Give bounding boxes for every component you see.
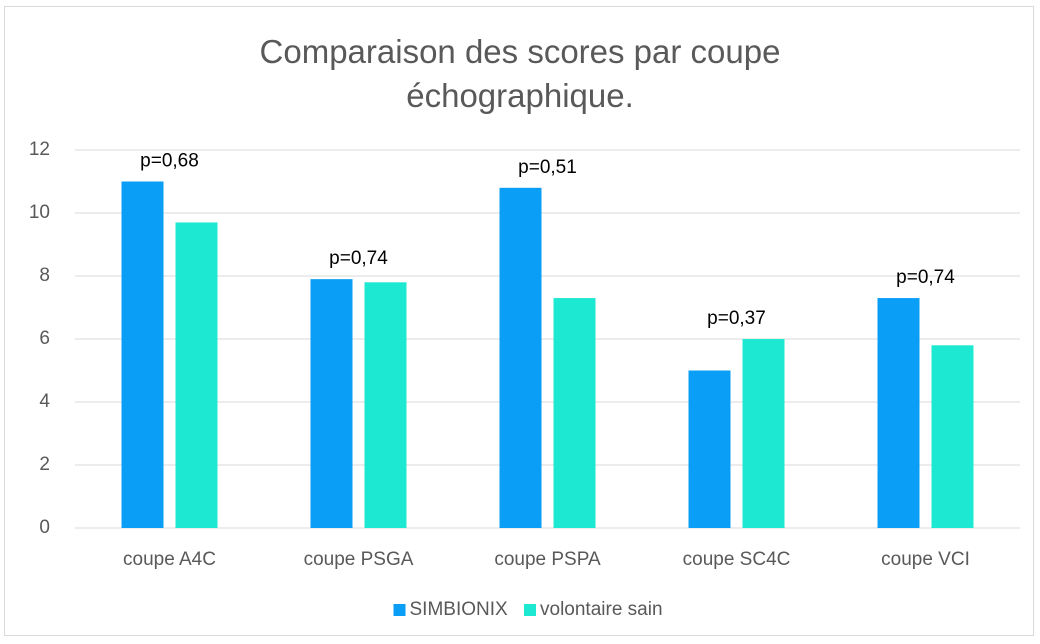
annotation: p=0,68 xyxy=(140,151,199,172)
y-tick-label: 4 xyxy=(39,391,50,412)
bar xyxy=(688,370,731,528)
annotation: p=0,51 xyxy=(518,157,577,178)
legend-label: volontaire sain xyxy=(540,599,663,620)
bar xyxy=(877,298,920,528)
y-tick-label: 2 xyxy=(39,454,50,475)
y-tick-label: 0 xyxy=(39,517,50,538)
x-tick-label: coupe VCI xyxy=(881,549,970,570)
bar xyxy=(364,282,407,528)
y-tick-label: 10 xyxy=(29,202,50,223)
bar xyxy=(175,222,218,528)
y-tick-label: 12 xyxy=(29,139,50,160)
chart-frame xyxy=(4,6,1034,636)
bar xyxy=(310,279,353,528)
x-tick-label: coupe SC4C xyxy=(683,549,791,570)
bar xyxy=(553,298,596,528)
y-tick-label: 6 xyxy=(39,328,50,349)
y-tick-label: 8 xyxy=(39,265,50,286)
annotation: p=0,74 xyxy=(329,248,388,269)
legend-label: SIMBIONIX xyxy=(410,599,509,620)
x-tick-label: coupe PSGA xyxy=(304,549,414,570)
annotation: p=0,37 xyxy=(707,308,766,329)
annotation: p=0,74 xyxy=(896,267,955,288)
bar xyxy=(121,181,164,528)
bar xyxy=(931,345,974,528)
chart-title: Comparaison des scores par coupe échogra… xyxy=(259,33,781,114)
x-tick-label: coupe PSPA xyxy=(494,549,601,570)
legend-swatch xyxy=(393,604,406,616)
x-tick-label: coupe A4C xyxy=(123,549,216,570)
bar xyxy=(742,339,785,528)
bar xyxy=(499,187,542,529)
legend-swatch xyxy=(524,604,536,616)
